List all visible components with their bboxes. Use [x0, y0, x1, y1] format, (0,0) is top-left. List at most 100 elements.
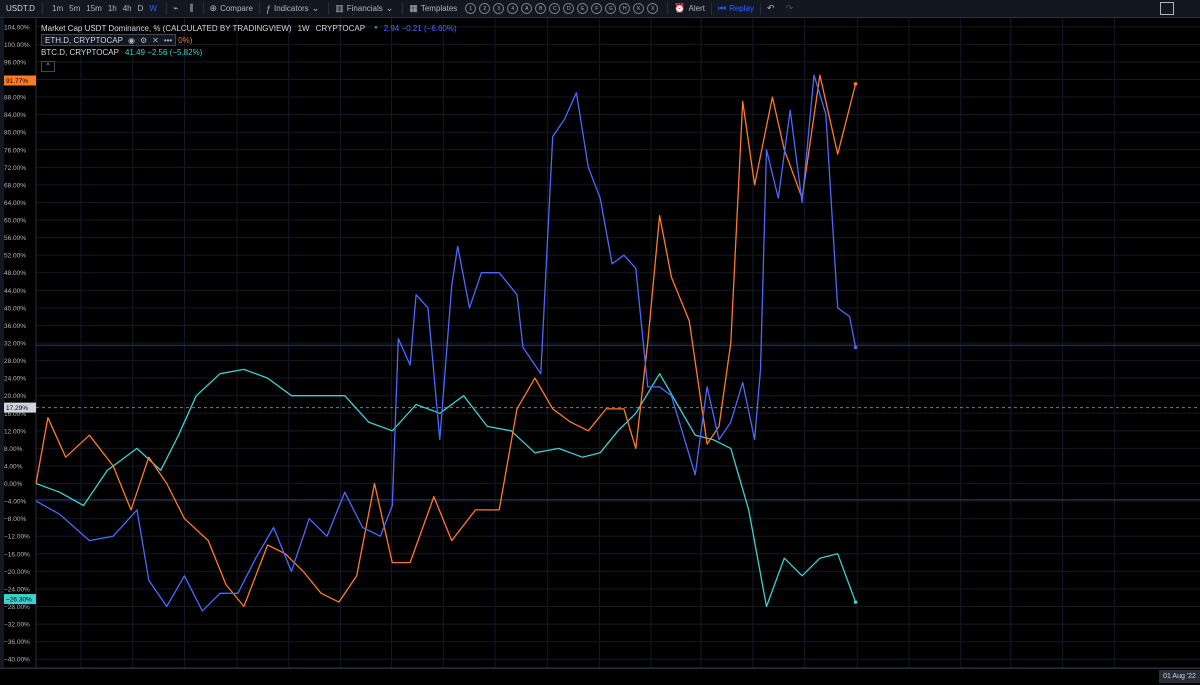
y-tick-label: 68.00%: [4, 182, 26, 189]
eth-last-point: [853, 82, 858, 86]
symbol-search[interactable]: USDT.D: [6, 4, 35, 13]
toolbar-divider: [667, 2, 669, 15]
interval-4h[interactable]: 4h: [122, 4, 132, 13]
collapse-legend-icon[interactable]: ^: [41, 61, 55, 72]
indicators-button[interactable]: ƒ Indicators ⌄: [262, 0, 326, 17]
replay-icon: ⏮: [717, 3, 727, 13]
interval-w[interactable]: W: [149, 4, 157, 13]
redo-icon: ↷: [785, 3, 794, 13]
template-icon-h[interactable]: H: [619, 3, 631, 14]
y-tick-label: 104.00%: [4, 24, 30, 31]
y-tick-label: −24.00%: [4, 586, 30, 593]
undo-button[interactable]: ↶: [763, 0, 782, 17]
usdt-series-line: [35, 74, 857, 612]
template-icon-c[interactable]: C: [549, 3, 561, 14]
price-marker-label-bg: [4, 75, 36, 86]
y-tick-label: 56.00%: [4, 235, 26, 242]
interval-1m[interactable]: 1m: [52, 4, 64, 13]
replay-label: Replay: [729, 4, 754, 13]
interval-5m[interactable]: 5m: [69, 4, 81, 13]
financials-button[interactable]: ▥ Financials ⌄: [331, 0, 400, 17]
eth-legend-item[interactable]: ETH.D, CRYPTOCAP ◉ ⚙ ✕ •••: [41, 34, 177, 46]
y-tick-label: 100.00%: [4, 42, 30, 49]
compare-button[interactable]: ⊕ Compare: [206, 0, 257, 17]
y-tick-label: 60.00%: [4, 218, 26, 225]
template-icon-e[interactable]: E: [577, 3, 589, 14]
template-icon-b[interactable]: B: [535, 3, 547, 14]
btc-last-point: [853, 600, 858, 604]
templates-button[interactable]: ▦ Templates: [405, 0, 461, 17]
gear-icon[interactable]: ⚙: [139, 35, 148, 45]
template-icon-f[interactable]: F: [591, 3, 603, 14]
eye-icon[interactable]: ◉: [127, 35, 135, 45]
y-tick-label: 36.00%: [4, 323, 26, 330]
bar-type-button[interactable]: ⫼: [185, 0, 200, 17]
y-tick-label: 80.00%: [4, 130, 26, 137]
y-tick-label: −28.00%: [4, 604, 30, 611]
y-tick-label: −40.00%: [4, 657, 30, 664]
interval-15m[interactable]: 15m: [86, 4, 102, 13]
y-tick-label: −12.00%: [4, 534, 30, 541]
chevron-down-icon: ⌄: [385, 3, 394, 13]
y-tick-label: 40.00%: [4, 305, 26, 312]
usdt-last-point: [853, 345, 858, 350]
template-icon-3[interactable]: 3: [493, 3, 505, 14]
y-tick-label: 20.00%: [4, 393, 26, 400]
alarm-clock-icon: ⏰: [674, 3, 686, 13]
indicators-icon: ƒ: [265, 3, 271, 14]
compare-label: Compare: [220, 4, 253, 13]
toolbar-divider: [759, 2, 761, 15]
financials-icon: ▥: [335, 3, 344, 13]
price-marker-label: 17.29%: [6, 405, 28, 412]
replay-button[interactable]: ⏮ Replay: [714, 0, 758, 17]
main-series-source: CRYPTOCAP: [315, 23, 366, 33]
more-icon[interactable]: •••: [163, 35, 173, 45]
y-tick-label: −32.00%: [4, 622, 30, 629]
y-tick-label: 52.00%: [4, 253, 26, 260]
alert-button[interactable]: ⏰ Alert: [670, 0, 709, 17]
y-tick-label: 64.00%: [4, 200, 26, 207]
y-tick-label: 32.00%: [4, 341, 26, 348]
template-icon-2[interactable]: 2: [479, 3, 491, 14]
toolbar-divider: [42, 2, 43, 15]
y-tick-label: 84.00%: [4, 112, 26, 119]
toolbar-divider: [165, 2, 167, 15]
y-tick-label: 28.00%: [4, 358, 26, 365]
main-series-title: Market Cap USDT Dominance, % (CALCULATED…: [41, 23, 292, 33]
y-tick-label: 0.00%: [4, 481, 23, 488]
time-axis-bar[interactable]: [0, 668, 1200, 685]
y-tick-label: 24.00%: [4, 376, 26, 383]
eth-series-line: [35, 74, 857, 608]
y-tick-label: 76.00%: [4, 147, 26, 154]
y-tick-label: 12.00%: [4, 428, 26, 435]
layout-icon[interactable]: [1160, 2, 1174, 15]
template-icon-a[interactable]: A: [521, 3, 533, 14]
toolbar-divider: [710, 2, 712, 15]
template-icon-4[interactable]: 4: [507, 3, 519, 14]
template-icon-x[interactable]: X: [647, 3, 659, 14]
template-icon-k[interactable]: K: [633, 3, 645, 14]
chart-type-button[interactable]: ⌁: [169, 0, 185, 17]
y-tick-label: 48.00%: [4, 270, 26, 277]
template-icon-d[interactable]: D: [563, 3, 575, 14]
y-tick-label: 16.00%: [4, 411, 26, 418]
y-tick-label: 96.00%: [4, 59, 26, 66]
chart-legend: Market Cap USDT Dominance, % (CALCULATED…: [41, 22, 457, 72]
y-tick-label: −20.00%: [4, 569, 30, 576]
toolbar-divider: [202, 2, 204, 15]
left-strip: [0, 18, 4, 684]
template-icon-1[interactable]: 1: [465, 3, 477, 14]
y-tick-label: −36.00%: [4, 639, 30, 646]
interval-group: 1m 5m 15m 1h 4h D W: [45, 0, 164, 17]
templates-icon: ▦: [409, 3, 418, 13]
chart-canvas[interactable]: 104.00%100.00%96.00%92.00%88.00%84.00%80…: [0, 18, 1200, 684]
redo-button[interactable]: ↷: [782, 0, 801, 17]
interval-1h[interactable]: 1h: [107, 4, 117, 13]
interval-d[interactable]: D: [137, 4, 144, 13]
template-icon-g[interactable]: G: [605, 3, 617, 14]
line-chart-icon: ⌁: [172, 3, 179, 13]
btc-series-line: [35, 368, 857, 608]
close-icon[interactable]: ✕: [152, 35, 159, 45]
toolbar-divider: [258, 2, 260, 15]
